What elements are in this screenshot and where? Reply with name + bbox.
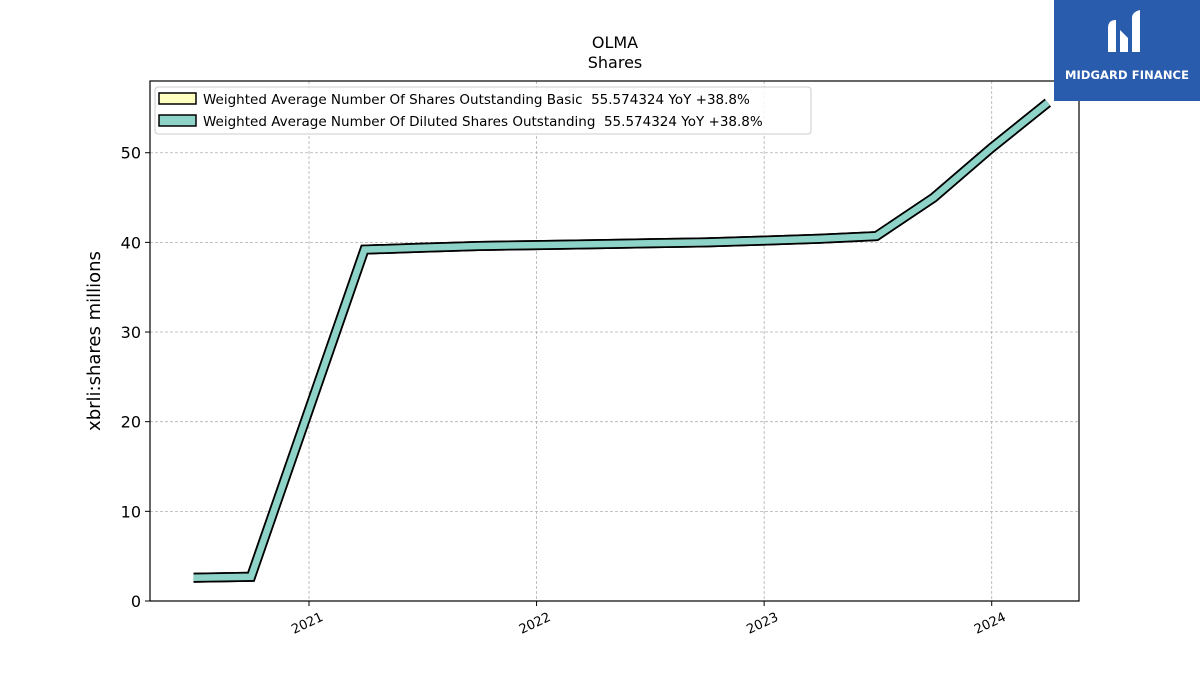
- plot-frame: [149, 80, 1080, 602]
- x-ticks: 2021 2022 2023 2024: [289, 601, 1008, 638]
- legend-label-2: Weighted Average Number Of Diluted Share…: [203, 114, 763, 130]
- y-ticks: 0 10 20 30 40 50: [121, 144, 150, 611]
- x-tick-label: 2022: [517, 610, 553, 638]
- series-outline-1: [193, 98, 1051, 583]
- grid: [150, 81, 1079, 602]
- legend: Weighted Average Number Of Shares Outsta…: [154, 86, 812, 135]
- series-outline-2: [193, 98, 1051, 583]
- midgard-logo-icon: [1108, 10, 1140, 52]
- x-tick-label: 2024: [972, 610, 1008, 638]
- logo-text: MIDGARD FINANCE: [1064, 68, 1190, 82]
- y-tick-label: 40: [121, 233, 141, 252]
- legend-label-1: Weighted Average Number Of Shares Outsta…: [203, 92, 750, 108]
- x-tick-label: 2023: [744, 610, 780, 638]
- series-lines: [193, 98, 1051, 583]
- series-line-1: [193, 100, 1050, 581]
- x-tick-label: 2021: [289, 610, 325, 638]
- y-tick-label: 20: [121, 413, 141, 432]
- y-tick-label: 30: [121, 323, 141, 342]
- legend-box: [154, 86, 812, 135]
- y-tick-label: 10: [121, 502, 141, 521]
- y-axis-label: xbrli:shares millions: [84, 251, 105, 431]
- legend-swatch-2: [158, 114, 197, 127]
- chart-subtitle: Shares: [588, 53, 643, 72]
- legend-swatch-1: [158, 92, 197, 105]
- series-line-2: [193, 100, 1050, 581]
- y-tick-label: 50: [121, 144, 141, 163]
- chart-title: OLMA: [592, 33, 638, 52]
- brand-logo: MIDGARD FINANCE: [1054, 0, 1200, 101]
- y-tick-label: 0: [131, 592, 141, 611]
